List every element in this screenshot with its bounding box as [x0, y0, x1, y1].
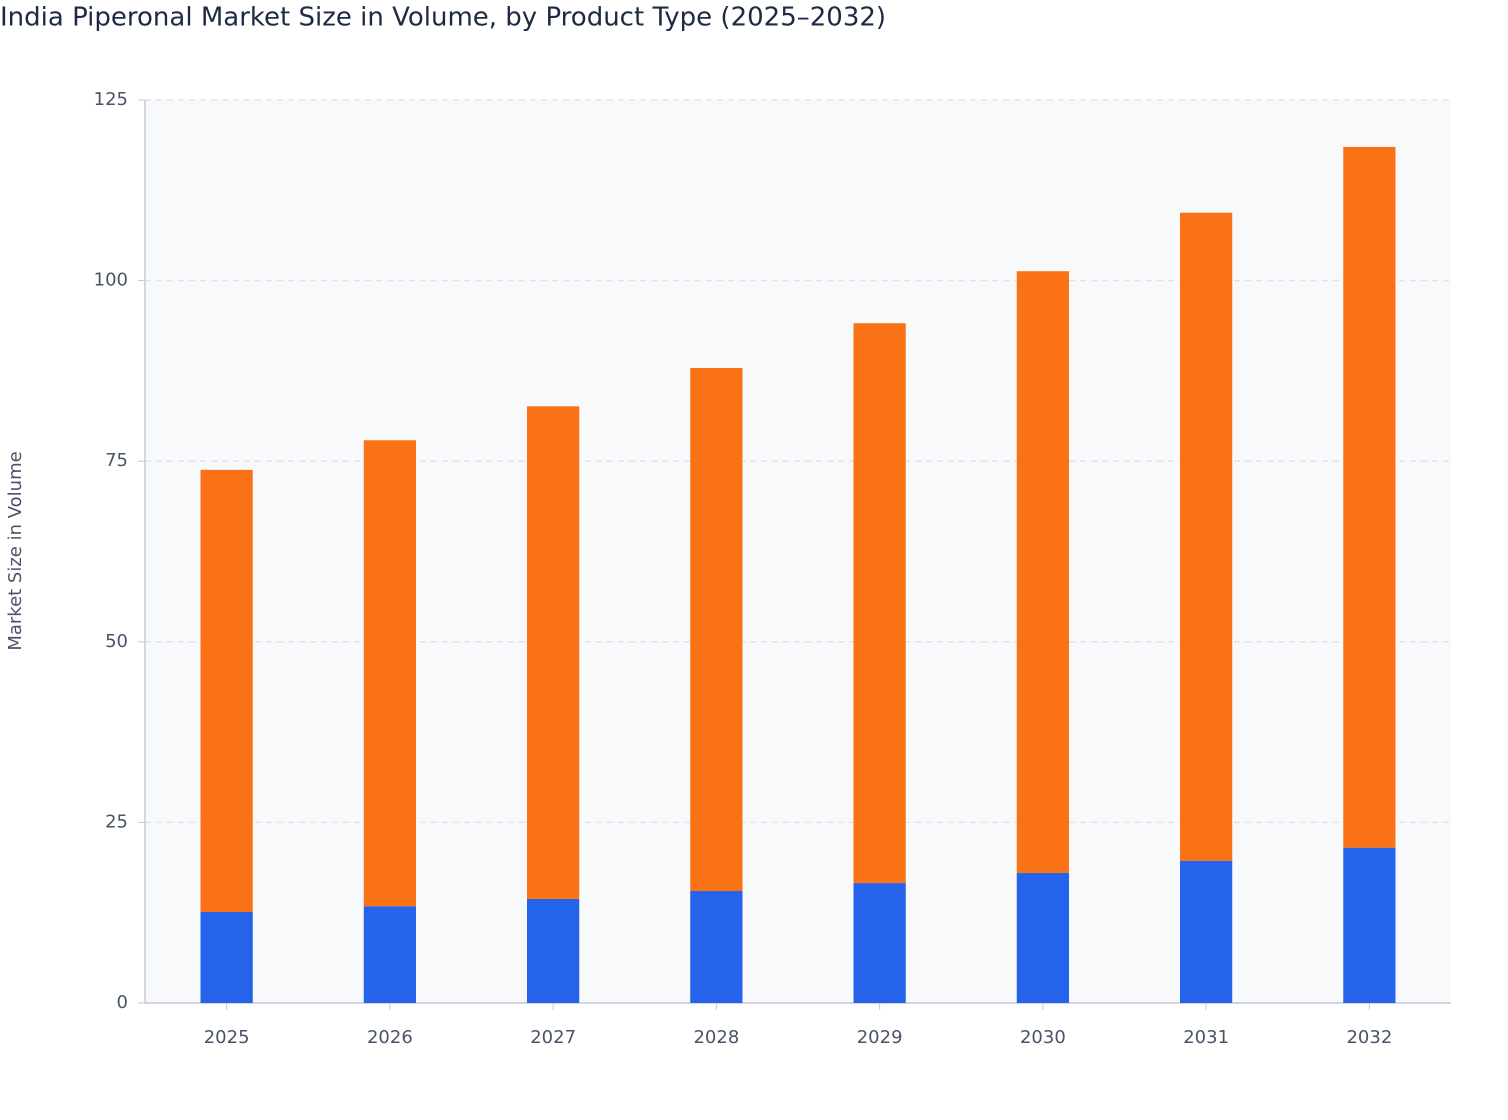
bar-segment	[1016, 872, 1069, 1003]
bar-segment	[1343, 847, 1396, 1003]
x-tick-label: 2028	[693, 1027, 739, 1048]
bar-segment	[200, 469, 253, 912]
x-tick-label: 2032	[1346, 1027, 1392, 1048]
x-tick-label: 2030	[1020, 1027, 1066, 1048]
y-tick-label: 50	[105, 631, 128, 652]
x-tick-label: 2029	[857, 1027, 903, 1048]
chart-title: India Piperonal Market Size in Volume, b…	[0, 3, 886, 33]
bar-segment	[1343, 146, 1396, 848]
bar-segment	[1016, 271, 1069, 873]
y-tick-label: 125	[94, 89, 128, 110]
plot-background	[145, 100, 1451, 1003]
bar-segment	[527, 406, 580, 899]
y-tick-label: 100	[94, 270, 128, 291]
bar-segment	[690, 891, 743, 1003]
bar-segment	[853, 323, 906, 884]
bar-segment	[527, 898, 580, 1003]
bar-segment	[853, 883, 906, 1003]
x-tick-label: 2026	[367, 1027, 413, 1048]
y-tick-label: 25	[105, 811, 128, 832]
x-tick-label: 2027	[530, 1027, 576, 1048]
y-tick-label: 0	[117, 992, 128, 1013]
bar-segment	[1180, 860, 1233, 1003]
bar-segment	[200, 911, 253, 1003]
x-tick-label: 2025	[204, 1027, 250, 1048]
bar-segment	[363, 440, 416, 907]
bar-segment	[363, 906, 416, 1003]
bar-segment	[1180, 212, 1233, 861]
x-tick-label: 2031	[1183, 1027, 1229, 1048]
y-tick-label: 75	[105, 450, 128, 471]
bar-segment	[690, 368, 743, 892]
y-axis-label: Market Size in Volume	[5, 451, 26, 650]
